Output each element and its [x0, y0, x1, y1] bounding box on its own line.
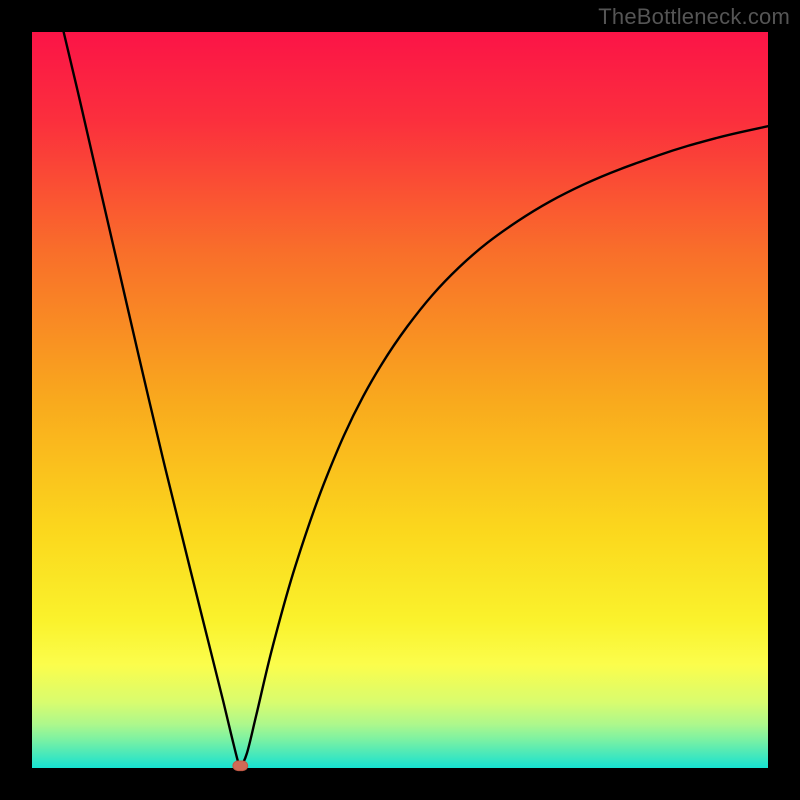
bottleneck-chart — [0, 0, 800, 800]
minimum-marker — [233, 761, 248, 771]
watermark-text: TheBottleneck.com — [598, 4, 790, 30]
chart-container: TheBottleneck.com — [0, 0, 800, 800]
plot-background-gradient — [32, 32, 768, 768]
